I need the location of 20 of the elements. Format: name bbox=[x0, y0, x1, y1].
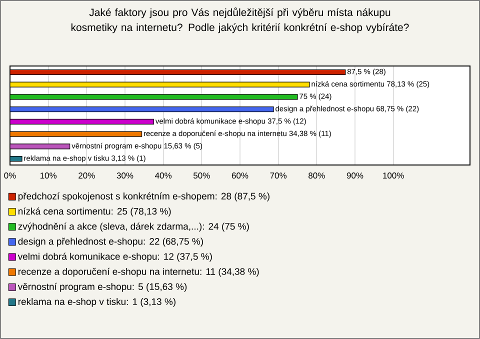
x-tick-label: 0% bbox=[4, 172, 16, 179]
legend-label: recenze a doporučení e-shopu na internetu: 11 (34,38 %) bbox=[18, 268, 259, 277]
legend-label: design a přehlednost e-shopu: 22 (68,75 %) bbox=[18, 238, 203, 247]
legend-label: velmi dobrá komunikace e-shopu: 12 (37,5 %) bbox=[18, 252, 212, 262]
chart-title: Jaké faktory jsou pro Vás nejdůležitější při výběru místa nákupu kosmetiky na internetu? Podle jakých kritérií konkrétní e-shop vybíráte? bbox=[71, 8, 409, 34]
x-tick-label: 40% bbox=[155, 172, 172, 179]
x-tick-label: 90% bbox=[346, 172, 364, 179]
x-tick-label: 50% bbox=[194, 172, 210, 179]
legend-label: předchozí spokojenost s konkrétním e-shopem: 28 (87,5 %) bbox=[18, 192, 270, 202]
x-tick-label: 20% bbox=[78, 172, 95, 179]
x-tick-label: 60% bbox=[232, 172, 248, 179]
legend-label: reklama na e-shop v tisku: 1 (3,13 %) bbox=[18, 298, 176, 307]
x-tick-label: 10% bbox=[40, 172, 57, 179]
legend-label: zvýhodnění a akce (sleva, dárek zdarma,...): 24 (75 %) bbox=[18, 222, 249, 232]
legend-label: věrnostní program e-shopu: 5 (15,63 %) bbox=[18, 282, 187, 292]
x-tick-label: 80% bbox=[308, 172, 325, 179]
x-tick-label: 30% bbox=[116, 172, 134, 179]
legend-label: nízká cena sortimentu: 25 (78,13 %) bbox=[18, 208, 171, 216]
x-tick-label: 70% bbox=[270, 172, 287, 179]
x-tick-label: 100% bbox=[383, 172, 404, 179]
